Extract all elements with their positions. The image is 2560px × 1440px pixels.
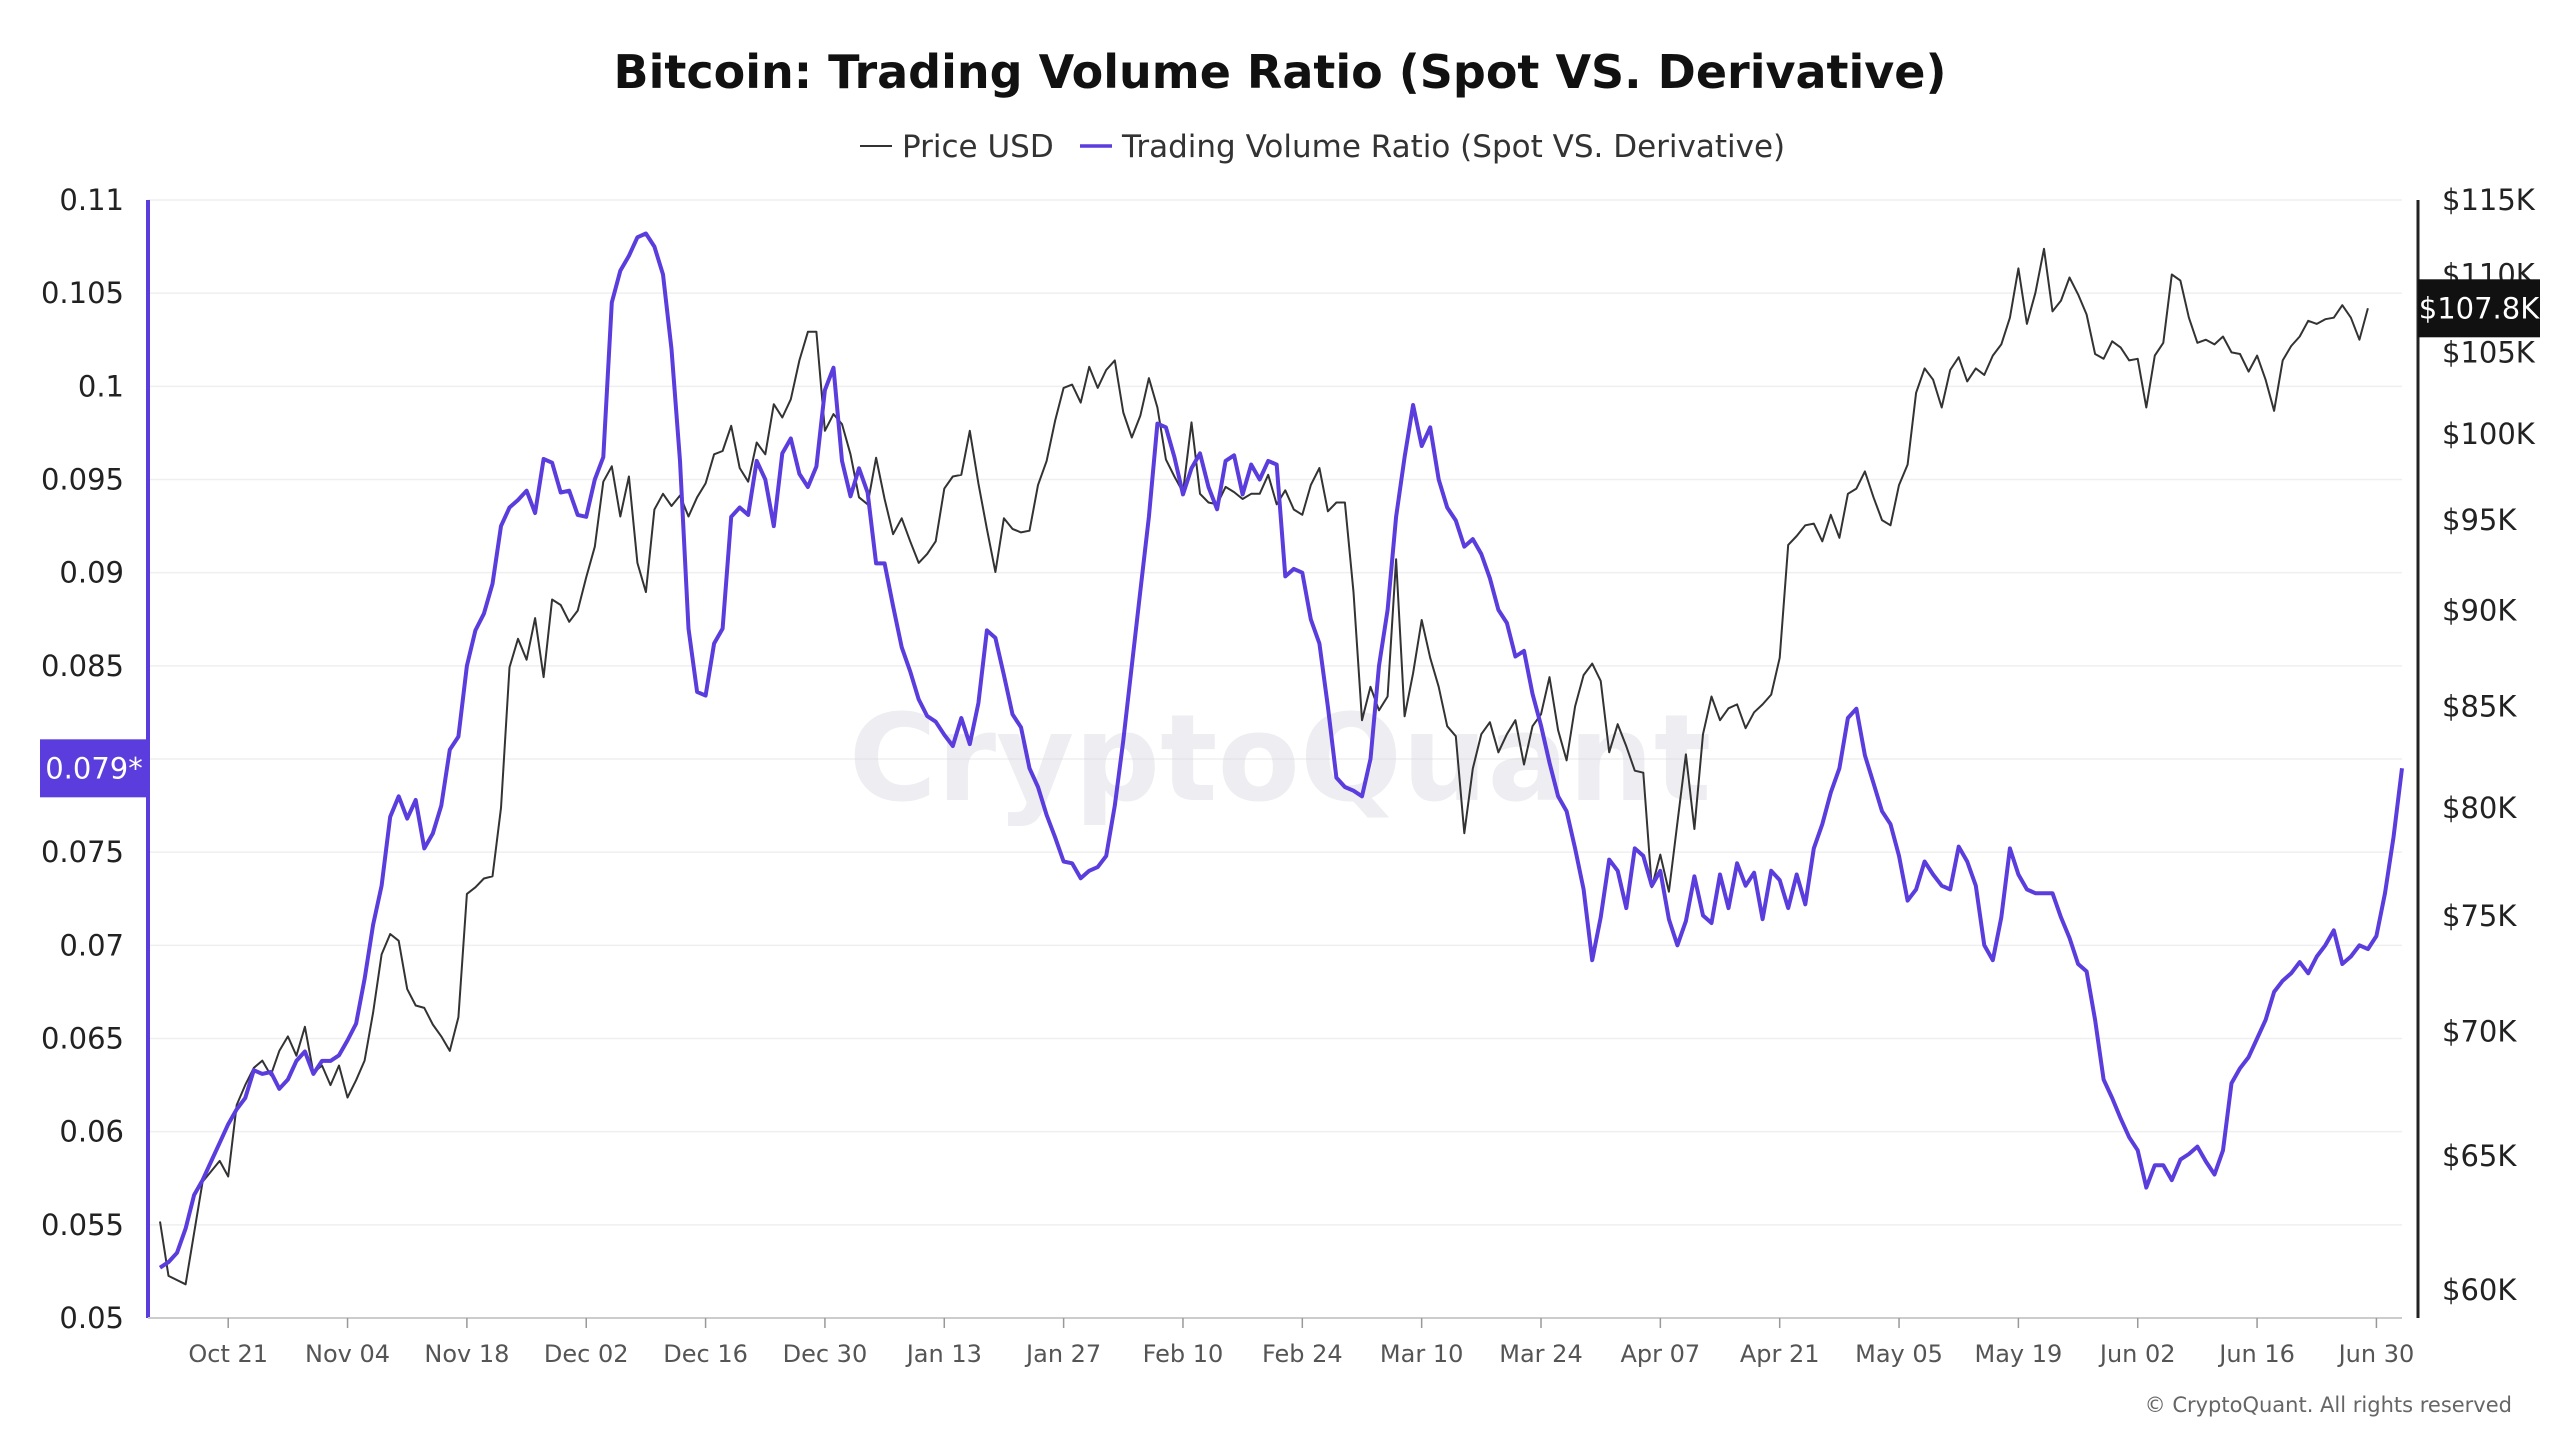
x-tick-label: May 19 (1974, 1340, 2062, 1368)
x-tick-label: May 05 (1855, 1340, 1943, 1368)
series-line-price (159, 247, 2369, 1286)
right-tick-label: $65K (2442, 1139, 2517, 1173)
left-tick-label: 0.095 (41, 463, 124, 497)
x-tick-label: Nov 04 (305, 1340, 390, 1368)
x-tick-label: Apr 21 (1740, 1340, 1820, 1368)
right-tick-label: $95K (2442, 503, 2517, 537)
current-price-label: $107.8K (2419, 291, 2540, 325)
left-tick-label: 0.05 (59, 1301, 124, 1335)
x-tick-label: Mar 24 (1499, 1340, 1582, 1368)
x-tick-label: Oct 21 (188, 1340, 268, 1368)
left-tick-label: 0.075 (41, 835, 124, 869)
x-tick-label: Feb 10 (1143, 1340, 1224, 1368)
left-tick-label: 0.11 (59, 183, 124, 217)
x-tick-label: Mar 10 (1380, 1340, 1463, 1368)
grid-lines (148, 199, 2402, 1319)
x-tick-label: Dec 30 (783, 1340, 868, 1368)
x-tick-label: Jun 30 (2337, 1340, 2415, 1368)
left-tick-label: 0.105 (41, 276, 124, 310)
right-tick-label: $85K (2442, 689, 2517, 723)
x-tick-label: Apr 07 (1621, 1340, 1701, 1368)
right-tick-label: $100K (2442, 417, 2536, 451)
left-tick-label: 0.09 (59, 556, 124, 590)
legend-label-ratio: Trading Volume Ratio (Spot VS. Derivativ… (1121, 129, 1785, 165)
left-tick-label: 0.1 (78, 369, 124, 403)
x-tick-label: Jun 02 (2098, 1340, 2176, 1368)
left-axis-ticks: 0.050.0550.060.0650.070.0750.080.0850.09… (41, 183, 124, 1335)
right-tick-label: $115K (2442, 183, 2536, 217)
legend-label-price: Price USD (902, 129, 1054, 165)
x-tick-label: Feb 24 (1262, 1340, 1343, 1368)
series-line-ratio (158, 231, 2404, 1270)
current-ratio-badge-bg (40, 739, 148, 798)
left-tick-label: 0.07 (59, 928, 124, 962)
current-price-badge: $107.8K (2418, 279, 2540, 338)
x-tick-label: Jan 13 (905, 1340, 982, 1368)
copyright: © CryptoQuant. All rights reserved (2145, 1393, 2512, 1417)
current-ratio-label: 0.079* (45, 751, 143, 785)
left-tick-label: 0.065 (41, 1022, 124, 1056)
x-tick-label: Dec 02 (544, 1340, 629, 1368)
right-tick-label: $70K (2442, 1015, 2517, 1049)
right-tick-label: $60K (2442, 1273, 2517, 1307)
left-tick-label: 0.055 (41, 1208, 124, 1242)
x-axis-ticks: Oct 21 Nov 04 Nov 18 Dec 02 Dec 16 Dec 30 Jan … (188, 1318, 2414, 1368)
right-tick-label: $75K (2442, 899, 2517, 933)
current-price-badge-bg (2418, 279, 2540, 338)
right-tick-label: $90K (2442, 594, 2517, 628)
left-tick-label: 0.085 (41, 649, 124, 683)
legend: Price USD Trading Volume Ratio (Spot VS.… (860, 129, 1785, 165)
x-tick-label: Nov 18 (424, 1340, 509, 1368)
x-tick-label: Dec 16 (663, 1340, 748, 1368)
right-tick-label: $80K (2442, 791, 2517, 825)
right-tick-label: $105K (2442, 335, 2536, 369)
chart-title: Bitcoin: Trading Volume Ratio (Spot VS. … (614, 45, 1947, 99)
right-axis-ticks: $60K $65K $70K $75K $80K $85K $90K $95K $100K $10… (2442, 183, 2536, 1307)
x-tick-label: Jun 16 (2217, 1340, 2295, 1368)
current-ratio-badge: 0.079* (40, 739, 148, 798)
x-tick-label: Jan 27 (1024, 1340, 1101, 1368)
left-tick-label: 0.06 (59, 1115, 124, 1149)
